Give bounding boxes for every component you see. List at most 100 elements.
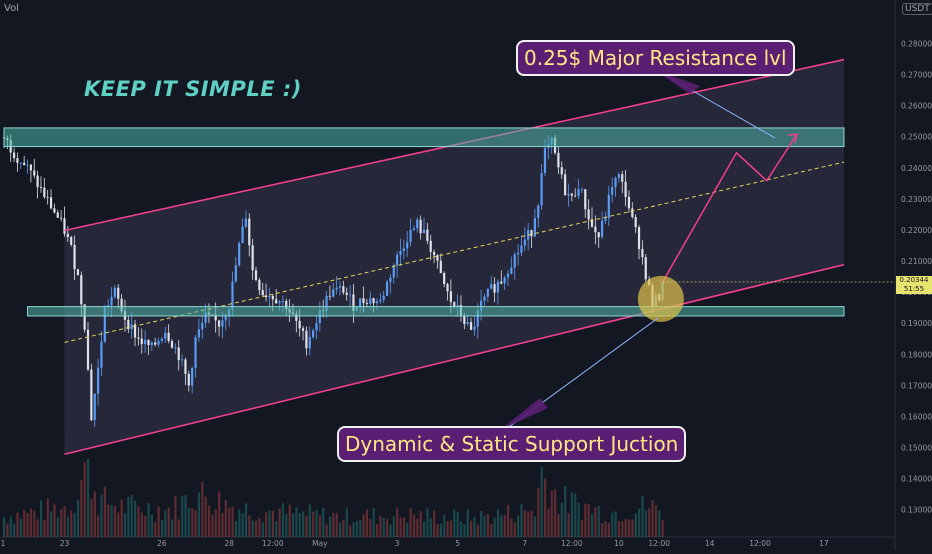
candle-body [103,305,106,342]
candle-body [221,320,224,327]
candle-body [36,175,39,188]
volume-bar [144,515,147,537]
support-highlight-circle [637,275,684,322]
candle-body [510,267,513,274]
volume-bar [221,513,224,537]
volume-bar [594,507,597,537]
volume-bar [197,492,201,537]
volume-bar [167,507,170,537]
volume-bar [530,510,533,537]
volume-bar [120,499,123,537]
x-tick-label: 14 [705,539,715,548]
volume-bar [510,518,513,537]
volume-bar [627,519,631,537]
candle-body [436,255,439,261]
volume-bar [483,516,486,537]
volume-bar [93,491,96,537]
projection-arrowhead [787,133,798,144]
candle-body [76,269,80,276]
candle-body [567,193,570,196]
x-tick-label: 12:00 [262,539,284,548]
candle-body [577,189,580,196]
volume-bar [322,507,325,537]
price-axis-panel [895,0,932,550]
candle-body [480,300,483,311]
volume-bar [564,485,567,537]
support-pointer-tail [500,398,548,430]
volume-bar [268,510,271,537]
volume-bar [339,522,342,537]
volume-bar [449,520,453,537]
x-tick-label: May [312,539,328,548]
volume-bar [312,511,315,537]
volume-bar [103,486,106,537]
volume-bar [574,493,577,537]
candle-body [197,329,200,338]
support-callout: Dynamic & Static Support Juction [337,426,687,462]
volume-bar [554,489,557,537]
candle-body [476,310,479,327]
volume-bar [43,519,46,537]
candle-body [315,323,318,331]
volume-bar [396,507,399,537]
volume-bar [278,508,281,537]
candle-body [217,320,221,327]
candle-body [251,245,254,271]
resistance-callout: 0.25$ Major Resistance lvl [516,40,795,76]
x-tick-label: 17 [819,539,829,548]
candle-body [258,279,261,291]
candle-body [453,302,456,307]
volume-bar [137,506,140,537]
resistance-zone [3,127,845,148]
candle-body [332,289,335,297]
volume-bar [533,516,537,537]
volume-bar [295,507,298,537]
candle-body [39,187,43,188]
volume-bar [513,522,516,537]
candle-body [416,219,419,229]
volume-bar [423,521,426,537]
candle-body [301,328,305,331]
volume-label: Vol [4,3,19,14]
candle-body [120,298,123,312]
x-tick-label: 5 [455,539,460,548]
currency-badge[interactable]: USDT [902,3,932,15]
volume-bar [607,523,610,537]
candle-body [160,338,164,341]
volume-bar [16,512,19,537]
candle-body [224,316,227,321]
volume-bar [375,524,379,537]
volume-bar [211,514,214,537]
candle-body [248,218,251,246]
candle-body [154,342,157,345]
x-tick-label: 21 [0,539,6,548]
volume-bar [332,513,335,537]
volume-bar [187,507,190,537]
candle-body [399,250,402,255]
volume-bar [224,499,227,537]
volume-bar [540,467,543,537]
y-tick-label: 0.14000 [901,475,932,484]
volume-bar [412,514,416,537]
volume-bar [154,521,157,537]
candle-body [614,177,617,188]
candle-body [362,298,365,303]
volume-bar [201,481,204,537]
volume-bar [459,521,463,537]
volume-bar [580,519,584,537]
volume-bar [308,504,311,537]
volume-bar [328,516,332,537]
volume-bar [372,508,375,537]
candle-body [456,305,459,307]
candle-body [180,359,184,361]
volume-bar [406,522,409,537]
candle-body [86,329,90,370]
volume-bar [648,508,651,537]
volume-bar [302,511,305,537]
candle-body [584,189,587,210]
y-tick-label: 0.25000 [901,133,932,142]
volume-bar [537,488,540,537]
candle-body [523,239,526,246]
